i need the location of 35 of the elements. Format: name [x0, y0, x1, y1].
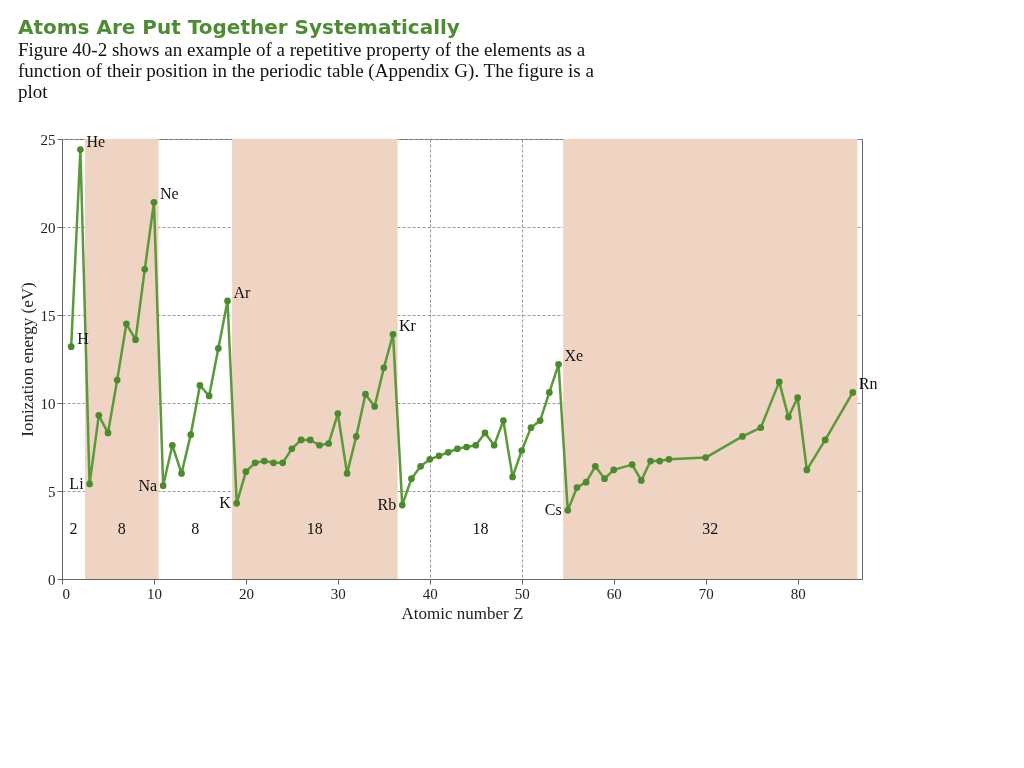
x-tick-label: 0: [62, 585, 70, 602]
annotation: Kr: [399, 317, 417, 335]
y-tick-label: 20: [40, 219, 56, 236]
annotation: 8: [191, 520, 200, 537]
x-tick-label: 30: [330, 585, 346, 602]
annotation: Rb: [377, 496, 397, 514]
annotation: Ne: [159, 185, 179, 203]
annotation: Cs: [544, 501, 562, 519]
chart-subtitle: Figure 40-2 shows an example of a repetitive property of the elements as a function of their position in the periodic table (Appendix G). The figure is a plot: [18, 39, 595, 102]
band-label: 18: [306, 520, 323, 537]
y-tick-label: 10: [40, 395, 56, 412]
annotation: Li: [69, 474, 85, 492]
chart-title: Atoms Are Put Together Systematically: [18, 15, 460, 39]
x-tick-label: 40: [422, 585, 438, 602]
annotation: He: [86, 132, 106, 150]
y-tick-label: 0: [48, 571, 56, 588]
x-tick-label: 70: [698, 585, 714, 602]
band-label: 8: [117, 520, 126, 537]
annotation: 18: [472, 520, 489, 537]
annotation: Ar: [233, 283, 252, 301]
x-tick-label: 80: [790, 585, 806, 602]
x-tick-label: 10: [146, 585, 162, 602]
x-tick-label: 50: [514, 585, 530, 602]
y-tick-label: 25: [40, 131, 56, 148]
annotation: K: [219, 494, 232, 512]
band-label: 32: [702, 520, 719, 537]
x-tick-label: 20: [238, 585, 254, 602]
annotation: Xe: [564, 347, 584, 365]
y-axis-title: Ionization energy (eV): [17, 282, 37, 437]
annotation: 2: [69, 520, 78, 537]
y-tick-label: 5: [48, 483, 56, 500]
x-tick-label: 60: [606, 585, 622, 602]
y-tick-label: 15: [40, 307, 56, 324]
annotation: Na: [138, 476, 158, 494]
x-axis-title: Atomic number Z: [401, 603, 524, 623]
